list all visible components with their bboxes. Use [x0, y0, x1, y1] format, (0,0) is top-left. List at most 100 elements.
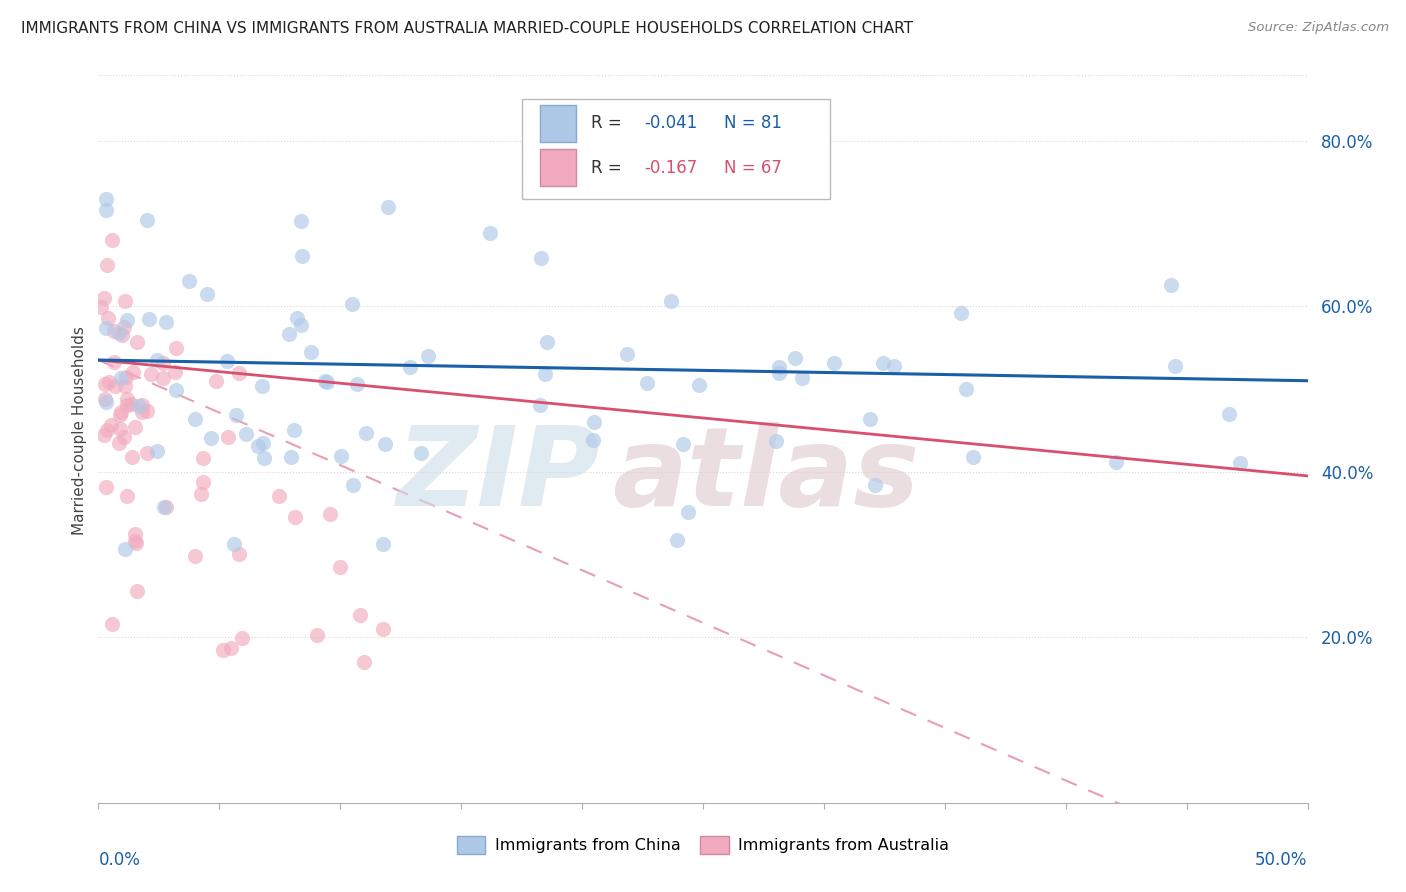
- Point: [108, 422, 131, 436]
- Text: 0.0%: 0.0%: [98, 851, 141, 869]
- Point: [125, 334, 148, 349]
- Point: [94, 193, 117, 207]
- Point: [290, 318, 312, 332]
- Point: [319, 507, 342, 521]
- Point: [124, 527, 146, 541]
- Point: [155, 500, 177, 514]
- Point: [94, 394, 117, 409]
- Point: [107, 326, 129, 341]
- Point: [284, 509, 307, 524]
- Point: [530, 251, 553, 265]
- Legend: Immigrants from China, Immigrants from Australia: Immigrants from China, Immigrants from A…: [450, 830, 956, 861]
- Point: [374, 437, 396, 451]
- Point: [768, 366, 790, 380]
- Point: [136, 446, 159, 460]
- Point: [183, 412, 205, 426]
- FancyBboxPatch shape: [522, 99, 830, 200]
- FancyBboxPatch shape: [540, 104, 576, 142]
- Point: [115, 399, 138, 413]
- Point: [329, 449, 352, 463]
- Point: [1160, 278, 1182, 293]
- Point: [96, 424, 118, 438]
- Point: [205, 375, 228, 389]
- Text: R =: R =: [591, 159, 627, 177]
- Text: R =: R =: [591, 114, 627, 132]
- Point: [131, 405, 153, 419]
- Point: [152, 356, 174, 370]
- Point: [1164, 359, 1187, 373]
- Point: [1104, 454, 1126, 468]
- Point: [108, 436, 131, 450]
- Point: [478, 226, 501, 240]
- Point: [138, 312, 160, 326]
- Point: [114, 379, 136, 393]
- Point: [200, 432, 222, 446]
- Point: [278, 326, 301, 341]
- Point: [163, 365, 186, 379]
- Point: [1229, 456, 1251, 470]
- Text: Source: ZipAtlas.com: Source: ZipAtlas.com: [1249, 21, 1389, 34]
- Point: [399, 359, 422, 374]
- Point: [94, 480, 117, 494]
- Point: [193, 475, 215, 489]
- Point: [955, 383, 977, 397]
- Point: [131, 399, 153, 413]
- Point: [90, 301, 112, 315]
- FancyBboxPatch shape: [540, 149, 576, 186]
- Point: [190, 486, 212, 500]
- Text: N = 81: N = 81: [724, 114, 782, 132]
- Point: [139, 368, 162, 382]
- Point: [125, 536, 148, 550]
- Point: [94, 377, 117, 392]
- Point: [100, 418, 122, 433]
- Point: [962, 450, 984, 464]
- Point: [636, 376, 658, 390]
- Point: [221, 640, 243, 655]
- Point: [115, 313, 138, 327]
- Point: [342, 478, 364, 492]
- Point: [124, 533, 146, 548]
- Point: [411, 446, 433, 460]
- Point: [110, 405, 132, 419]
- Point: [582, 433, 605, 447]
- Point: [228, 547, 250, 561]
- Point: [165, 341, 187, 355]
- Point: [863, 478, 886, 492]
- Point: [283, 423, 305, 437]
- Point: [340, 297, 363, 311]
- Y-axis label: Married-couple Households: Married-couple Households: [72, 326, 87, 535]
- Point: [104, 379, 127, 393]
- Point: [252, 436, 274, 450]
- Point: [329, 559, 352, 574]
- Point: [533, 367, 555, 381]
- Point: [94, 321, 117, 335]
- Point: [111, 327, 134, 342]
- Point: [536, 334, 558, 349]
- Point: [191, 450, 214, 465]
- Point: [125, 584, 148, 599]
- Point: [215, 354, 238, 368]
- Point: [94, 202, 117, 217]
- Point: [110, 370, 132, 384]
- Point: [112, 319, 135, 334]
- Point: [117, 489, 139, 503]
- Point: [676, 505, 699, 519]
- Point: [120, 397, 142, 411]
- Point: [353, 655, 375, 669]
- Point: [291, 249, 314, 263]
- Point: [1218, 407, 1240, 421]
- Point: [93, 291, 115, 305]
- Point: [582, 415, 605, 429]
- Point: [96, 258, 118, 272]
- Text: N = 67: N = 67: [724, 159, 782, 177]
- Point: [135, 404, 157, 418]
- Point: [115, 369, 138, 384]
- Point: [128, 399, 150, 413]
- Point: [124, 419, 146, 434]
- Point: [672, 437, 695, 451]
- Text: ZIP: ZIP: [396, 422, 600, 529]
- Point: [949, 306, 972, 320]
- Text: 50.0%: 50.0%: [1256, 851, 1308, 869]
- Point: [285, 311, 308, 326]
- Point: [299, 345, 322, 359]
